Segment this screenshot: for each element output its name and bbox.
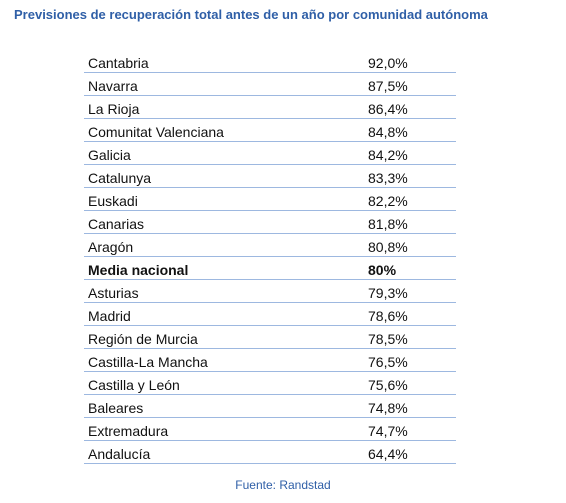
source-note: Fuente: Randstad (235, 478, 331, 492)
table-row: Comunitat Valenciana 84,8% (84, 118, 456, 142)
region-name: Madrid (84, 302, 364, 326)
recovery-value: 76,5% (364, 348, 456, 372)
recovery-value: 78,6% (364, 302, 456, 326)
data-table-container: Cantabria 92,0% Navarra 87,5% La Rioja 86,4% C… (84, 50, 456, 464)
region-name: Catalunya (84, 164, 364, 188)
recovery-value: 64,4% (364, 440, 456, 464)
table-row: Navarra 87,5% (84, 72, 456, 96)
region-name: Asturias (84, 279, 364, 303)
table-row: Castilla y León 75,6% (84, 371, 456, 395)
recovery-value: 78,5% (364, 325, 456, 349)
recovery-value: 92,0% (364, 50, 456, 73)
table-row: Baleares 74,8% (84, 394, 456, 418)
recovery-value: 82,2% (364, 187, 456, 211)
region-name: Cantabria (84, 50, 364, 73)
table-row-highlight: Media nacional 80% (84, 256, 456, 280)
table-row: Aragón 80,8% (84, 233, 456, 257)
table-body: Cantabria 92,0% Navarra 87,5% La Rioja 86,4% C… (84, 50, 456, 464)
table-row: Andalucía 64,4% (84, 440, 456, 464)
table-row: Cantabria 92,0% (84, 50, 456, 73)
region-name: Extremadura (84, 417, 364, 441)
recovery-value: 80,8% (364, 233, 456, 257)
region-name: Euskadi (84, 187, 364, 211)
recovery-value: 83,3% (364, 164, 456, 188)
region-name: Castilla y León (84, 371, 364, 395)
table-row: Castilla-La Mancha 76,5% (84, 348, 456, 372)
recovery-value: 81,8% (364, 210, 456, 234)
table-row: Madrid 78,6% (84, 302, 456, 326)
region-name: Aragón (84, 233, 364, 257)
region-name: Comunitat Valenciana (84, 118, 364, 142)
table-row: Extremadura 74,7% (84, 417, 456, 441)
recovery-value: 80% (364, 256, 456, 280)
region-name: Región de Murcia (84, 325, 364, 349)
table-row: Canarias 81,8% (84, 210, 456, 234)
recovery-value: 74,8% (364, 394, 456, 418)
region-name: Andalucía (84, 440, 364, 464)
table-row: Asturias 79,3% (84, 279, 456, 303)
region-name: Navarra (84, 72, 364, 96)
region-name: Galicia (84, 141, 364, 165)
table-row: Catalunya 83,3% (84, 164, 456, 188)
data-table: Cantabria 92,0% Navarra 87,5% La Rioja 86,4% C… (84, 50, 456, 464)
region-name: Canarias (84, 210, 364, 234)
recovery-value: 84,2% (364, 141, 456, 165)
region-name: Media nacional (84, 256, 364, 280)
recovery-value: 84,8% (364, 118, 456, 142)
recovery-value: 79,3% (364, 279, 456, 303)
recovery-value: 87,5% (364, 72, 456, 96)
region-name: Baleares (84, 394, 364, 418)
region-name: La Rioja (84, 95, 364, 119)
table-row: La Rioja 86,4% (84, 95, 456, 119)
table-row: Región de Murcia 78,5% (84, 325, 456, 349)
chart-title: Previsiones de recuperación total antes … (14, 7, 488, 22)
table-row: Galicia 84,2% (84, 141, 456, 165)
recovery-value: 86,4% (364, 95, 456, 119)
recovery-value: 74,7% (364, 417, 456, 441)
table-row: Euskadi 82,2% (84, 187, 456, 211)
region-name: Castilla-La Mancha (84, 348, 364, 372)
recovery-value: 75,6% (364, 371, 456, 395)
